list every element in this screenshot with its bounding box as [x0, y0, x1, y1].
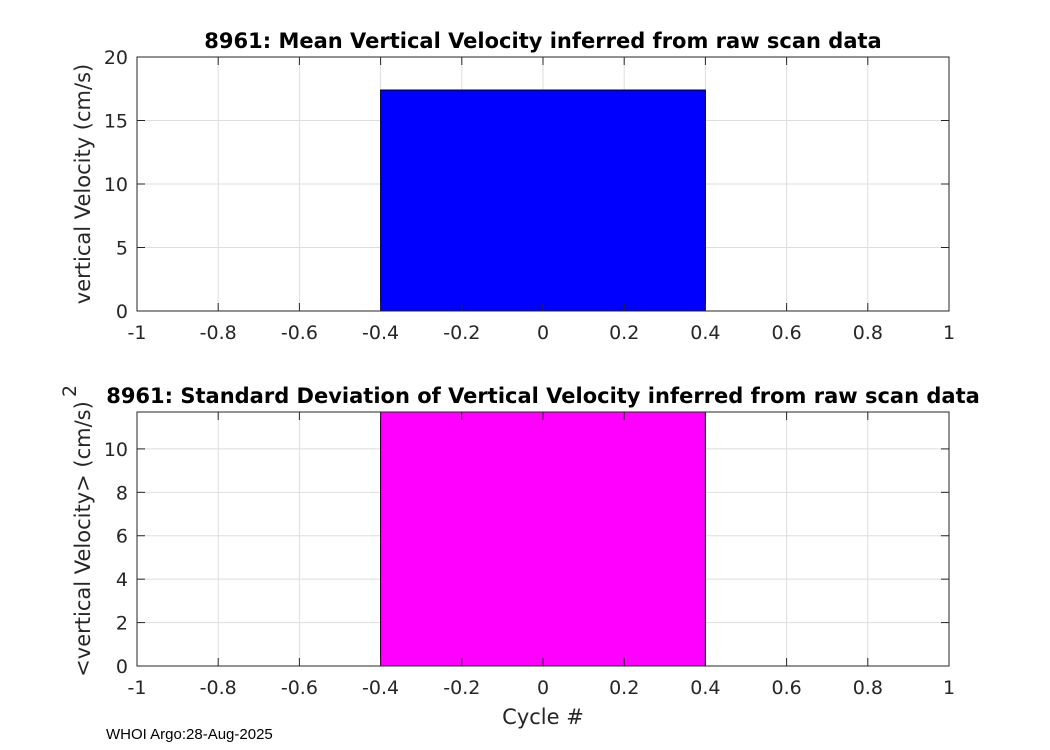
chart1-x-tick-label: -0.2 — [443, 322, 480, 344]
chart1-y-axis-label: vertical Velocity (cm/s) — [71, 64, 95, 304]
chart1-x-tick-label: 0.4 — [690, 322, 720, 344]
chart2-bar — [380, 411, 706, 667]
chart1-bar — [380, 89, 706, 312]
chart2-x-axis-label: Cycle # — [502, 705, 584, 729]
chart2-y-tick-label: 2 — [116, 613, 128, 635]
chart1-x-tick-label: 0.8 — [853, 322, 883, 344]
chart2-x-tick-label: 0.2 — [609, 677, 639, 699]
chart2-x-tick-label: -0.6 — [281, 677, 318, 699]
chart1-y-tick-label: 10 — [104, 174, 128, 196]
chart1-x-tick-label: 1 — [943, 322, 955, 344]
chart1-x-tick-label: 0.2 — [609, 322, 639, 344]
chart2-x-tick-label: 0 — [537, 677, 549, 699]
chart2-y-tick-label: 8 — [116, 482, 128, 504]
footer-stamp: WHOI Argo:28-Aug-2025 — [106, 726, 273, 743]
chart2-y-tick-label: 10 — [104, 439, 128, 461]
chart2-x-tick-label: -0.2 — [443, 677, 480, 699]
chart1-x-tick-label: -0.4 — [362, 322, 399, 344]
chart1-x-tick-label: -0.6 — [281, 322, 318, 344]
chart2-x-tick-label: 0.6 — [771, 677, 801, 699]
chart1-x-tick-label: 0 — [537, 322, 549, 344]
chart1-x-tick-label: -1 — [128, 322, 147, 344]
chart2-x-tick-label: 1 — [943, 677, 955, 699]
chart2-y-tick-label: 0 — [116, 656, 128, 678]
chart1-x-tick-label: 0.6 — [771, 322, 801, 344]
chart2-y-tick-label: 6 — [116, 526, 128, 548]
chart2-y-axis-label-exponent: 2 — [59, 385, 81, 397]
chart2-x-tick-label: 0.4 — [690, 677, 720, 699]
chart1-title: 8961: Mean Vertical Velocity inferred fr… — [204, 29, 881, 53]
chart2-x-tick-label: -1 — [128, 677, 147, 699]
chart2-title: 8961: Standard Deviation of Vertical Vel… — [106, 384, 980, 408]
chart1-y-tick-label: 20 — [104, 47, 128, 69]
chart1-y-tick-label: 0 — [116, 301, 128, 323]
chart1-x-tick-label: -0.8 — [200, 322, 237, 344]
chart2-y-axis-label: <vertical Velocity> (cm/s) — [71, 401, 95, 677]
chart2-y-tick-label: 4 — [116, 569, 128, 591]
chart1-y-tick-label: 5 — [116, 238, 128, 260]
chart2-x-tick-label: -0.4 — [362, 677, 399, 699]
chart2-x-tick-label: 0.8 — [853, 677, 883, 699]
chart1-y-tick-label: 15 — [104, 111, 128, 133]
chart2-x-tick-label: -0.8 — [200, 677, 237, 699]
